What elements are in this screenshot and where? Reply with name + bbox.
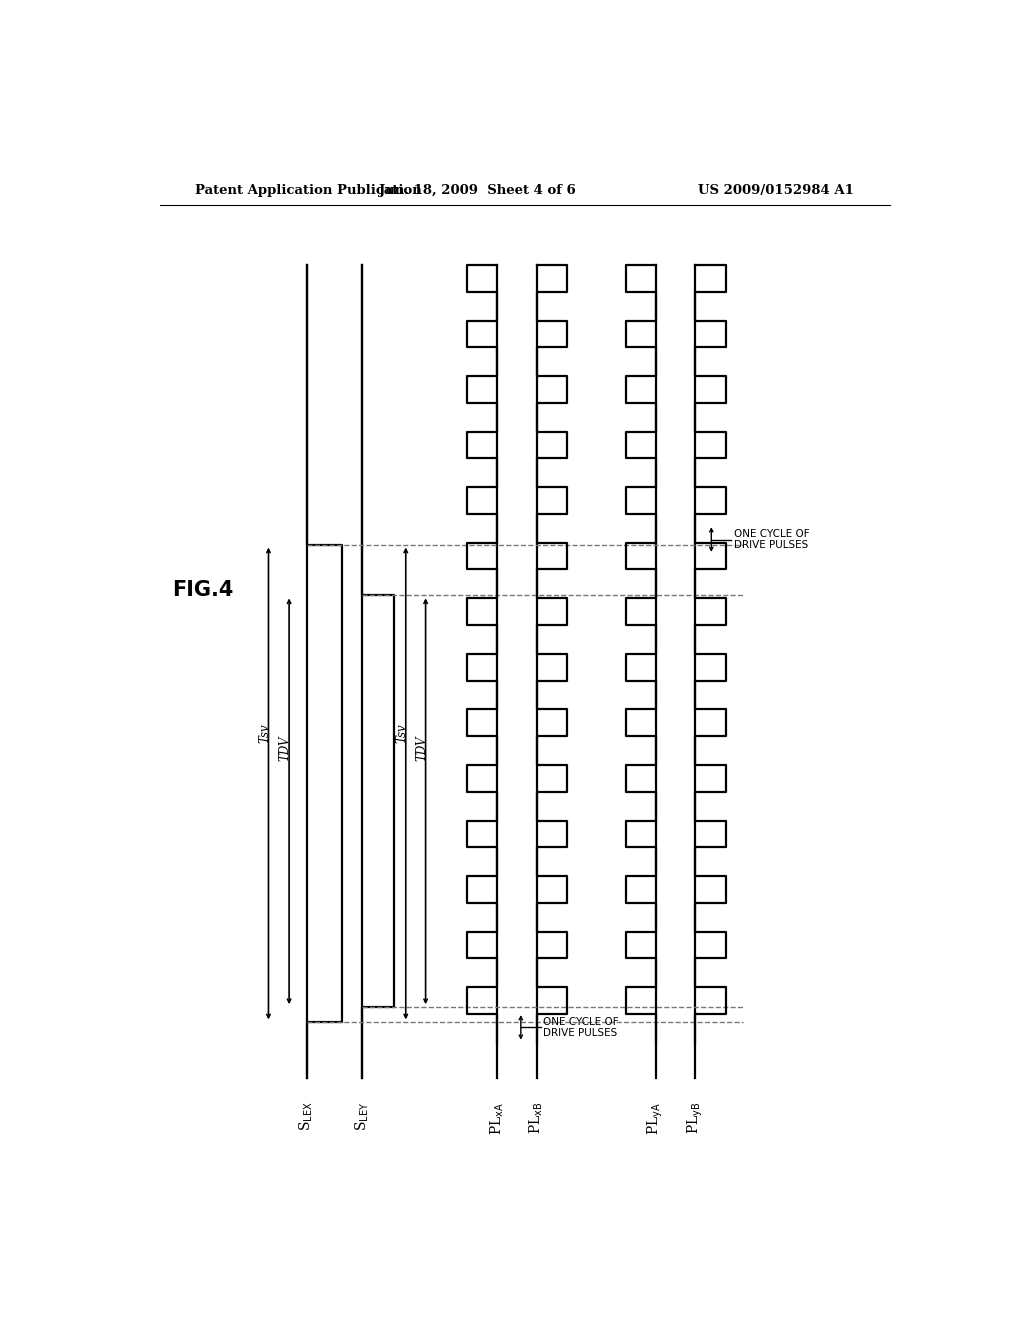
Text: S$_{\rm LEY}$: S$_{\rm LEY}$ <box>353 1102 371 1131</box>
Text: ONE CYCLE OF
DRIVE PULSES: ONE CYCLE OF DRIVE PULSES <box>733 529 809 550</box>
Text: S$_{\rm LEX}$: S$_{\rm LEX}$ <box>298 1102 315 1131</box>
Text: ONE CYCLE OF
DRIVE PULSES: ONE CYCLE OF DRIVE PULSES <box>543 1016 618 1039</box>
Text: TDV: TDV <box>279 735 292 760</box>
Text: Tsv: Tsv <box>395 723 409 743</box>
Text: PL$_{\rm xA}$: PL$_{\rm xA}$ <box>488 1102 506 1135</box>
Text: Jun. 18, 2009  Sheet 4 of 6: Jun. 18, 2009 Sheet 4 of 6 <box>379 185 575 198</box>
Text: PL$_{\rm xB}$: PL$_{\rm xB}$ <box>528 1102 546 1134</box>
Text: US 2009/0152984 A1: US 2009/0152984 A1 <box>698 185 854 198</box>
Text: PL$_{\rm yA}$: PL$_{\rm yA}$ <box>646 1102 666 1135</box>
Text: Tsv: Tsv <box>258 723 271 743</box>
Text: FIG.4: FIG.4 <box>172 581 233 601</box>
Text: TDV: TDV <box>415 735 428 760</box>
Text: PL$_{\rm yB}$: PL$_{\rm yB}$ <box>686 1102 706 1134</box>
Text: Patent Application Publication: Patent Application Publication <box>196 185 422 198</box>
